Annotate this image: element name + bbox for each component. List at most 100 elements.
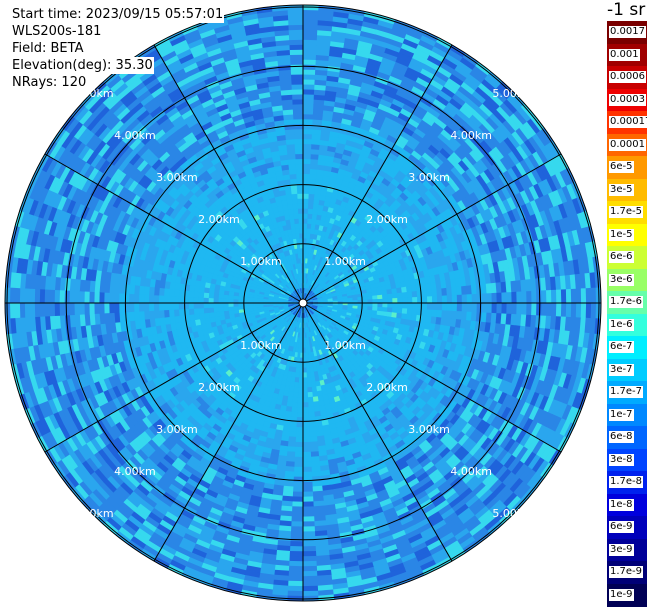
- radar-cell: [231, 457, 243, 466]
- radar-cell: [385, 42, 402, 53]
- radar-cell: [513, 110, 528, 126]
- radar-cell: [325, 408, 333, 416]
- radar-cell: [151, 435, 163, 448]
- radar-cell: [311, 325, 316, 332]
- radar-cell: [289, 307, 295, 310]
- radar-cell: [436, 310, 443, 318]
- radar-cell: [169, 419, 181, 430]
- radar-cell: [202, 365, 211, 374]
- radar-cell: [209, 402, 219, 412]
- radar-cell: [317, 285, 322, 290]
- radar-cell: [328, 543, 342, 551]
- radar-cell: [390, 70, 405, 81]
- radar-cell: [513, 481, 528, 497]
- radar-cell: [207, 484, 221, 494]
- radar-cell: [335, 178, 344, 185]
- radar-cell: [171, 359, 180, 369]
- radar-cell: [399, 166, 410, 176]
- radar-cell: [455, 353, 464, 364]
- radar-cell: [326, 273, 332, 279]
- radar-cell: [361, 262, 368, 269]
- radar-cell: [337, 308, 343, 312]
- radar-cell: [165, 370, 174, 381]
- radar-cell: [387, 382, 396, 392]
- radar-cell: [316, 308, 322, 312]
- radar-cell: [228, 444, 239, 453]
- radar-cell: [333, 446, 343, 454]
- radar-cell: [406, 390, 416, 400]
- radar-cell: [451, 303, 458, 312]
- radar-cell: [497, 226, 507, 239]
- radar-cell: [292, 396, 299, 403]
- radar-cell: [305, 288, 307, 294]
- radar-cell: [368, 170, 378, 179]
- radar-cell: [288, 312, 293, 318]
- radar-cell: [311, 294, 316, 298]
- radar-cell: [506, 95, 522, 111]
- radar-cell: [262, 361, 269, 368]
- radar-cell: [332, 442, 342, 450]
- radar-cell: [551, 303, 557, 317]
- radar-cell: [310, 158, 319, 165]
- radar-cell: [241, 487, 253, 496]
- radar-cell: [304, 322, 306, 329]
- radar-cell: [103, 478, 117, 493]
- radar-cell: [436, 288, 443, 297]
- radar-cell: [330, 36, 346, 44]
- radar-cell: [422, 429, 434, 440]
- radar-cell: [289, 361, 294, 368]
- radar-cell: [419, 138, 432, 149]
- radar-cell: [309, 316, 313, 322]
- radar-cell: [367, 303, 373, 307]
- radar-cell: [332, 297, 338, 300]
- radar-cell: [331, 482, 343, 490]
- radar-cell: [413, 546, 430, 558]
- radar-cell: [107, 387, 118, 401]
- radar-cell: [190, 437, 201, 448]
- radar-cell: [423, 375, 433, 385]
- radar-cell: [472, 65, 489, 80]
- radar-cell: [390, 283, 397, 290]
- radar-cell: [236, 501, 249, 510]
- radar-cell: [313, 330, 318, 336]
- radar-cell: [408, 325, 415, 333]
- radar-cell: [440, 317, 447, 326]
- radar-cell: [285, 461, 295, 467]
- radar-cell: [338, 319, 345, 324]
- radar-cell: [303, 223, 308, 229]
- radar-cell: [65, 454, 78, 470]
- radar-cell: [190, 390, 200, 400]
- radar-cell: [101, 445, 114, 460]
- radar-cell: [412, 297, 418, 304]
- radar-cell: [425, 176, 437, 187]
- radar-cell: [375, 399, 385, 408]
- radar-cell: [319, 280, 325, 286]
- radar-cell: [295, 436, 303, 443]
- radar-cell: [121, 446, 134, 460]
- radar-cell: [534, 226, 544, 241]
- radar-cell: [123, 478, 137, 492]
- radar-cell: [424, 535, 440, 547]
- radar-cell: [335, 248, 342, 255]
- radar-cell: [298, 317, 301, 323]
- radar-cell: [405, 566, 423, 578]
- radar-cell: [300, 347, 303, 353]
- radar-cell: [284, 316, 289, 321]
- radar-cell: [585, 287, 592, 304]
- radar-cell: [437, 405, 448, 416]
- radar-cell: [427, 296, 433, 304]
- radar-cell: [299, 362, 303, 368]
- radar-cell: [462, 375, 472, 387]
- radar-cell: [324, 439, 333, 446]
- radar-cell: [232, 362, 240, 370]
- radar-cell: [390, 470, 403, 481]
- radar-cell: [278, 389, 285, 396]
- radar-cell: [371, 511, 385, 521]
- radar-cell: [262, 487, 274, 495]
- radar-cell: [407, 381, 416, 391]
- radar-cell: [409, 537, 425, 549]
- radar-cell: [246, 340, 253, 347]
- radar-cell: [178, 390, 188, 401]
- radar-cell: [312, 314, 317, 319]
- radar-cell: [440, 375, 450, 386]
